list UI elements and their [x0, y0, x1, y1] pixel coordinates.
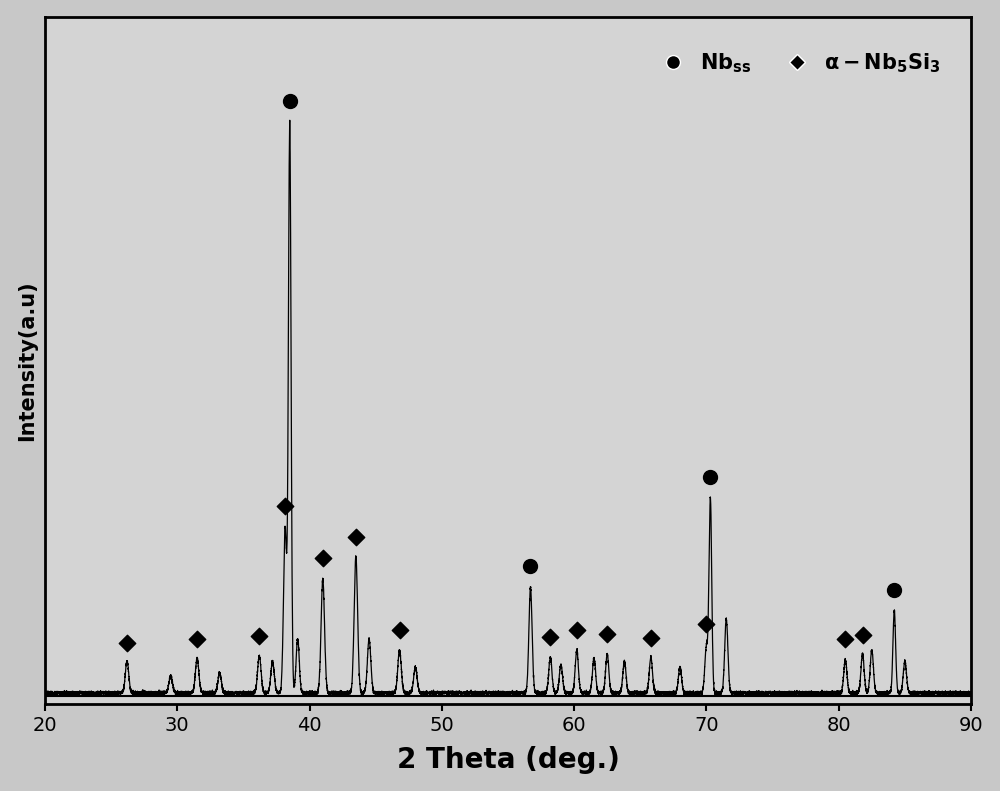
- Point: [599, 628, 615, 641]
- Point: [315, 552, 331, 565]
- Point: [251, 630, 267, 642]
- Point: [392, 623, 408, 636]
- Point: [643, 631, 659, 644]
- Point: [837, 633, 853, 645]
- Point: [542, 631, 558, 644]
- Legend: $\mathbf{Nb_{ss}}$, $\mathbf{\alpha - Nb_5Si_3}$: $\mathbf{Nb_{ss}}$, $\mathbf{\alpha - Nb…: [642, 41, 951, 85]
- Point: [348, 531, 364, 543]
- Point: [282, 95, 298, 108]
- Point: [277, 500, 293, 513]
- Point: [119, 637, 135, 649]
- Point: [702, 471, 718, 483]
- Point: [569, 623, 585, 636]
- Point: [698, 618, 714, 630]
- Point: [855, 629, 871, 642]
- Y-axis label: Intensity(a.u): Intensity(a.u): [17, 280, 37, 441]
- Point: [886, 584, 902, 596]
- X-axis label: 2 Theta (deg.): 2 Theta (deg.): [397, 747, 619, 774]
- Point: [189, 633, 205, 645]
- Point: [522, 560, 538, 573]
